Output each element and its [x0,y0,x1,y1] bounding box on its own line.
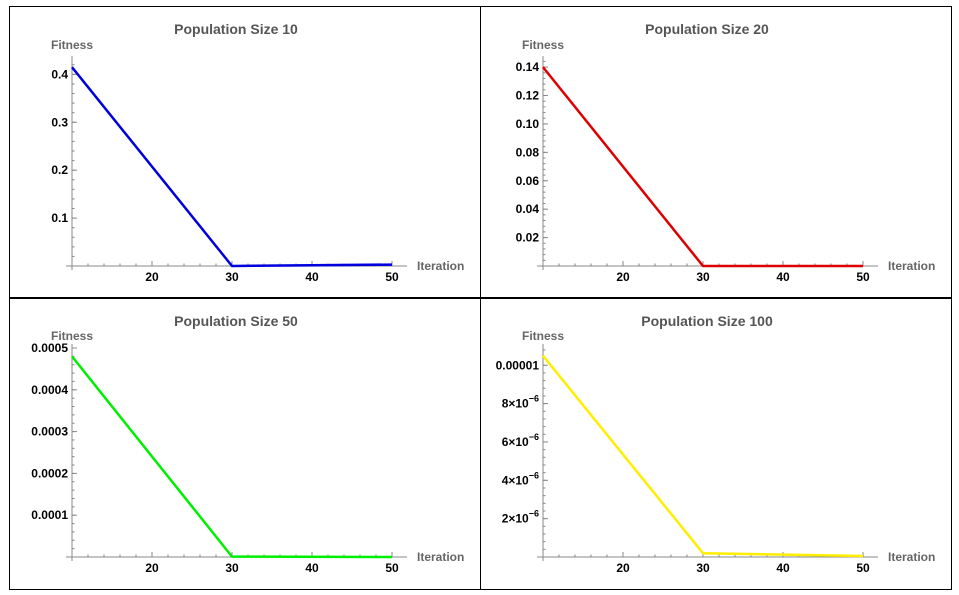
series-line [542,354,864,558]
series-line [71,66,393,268]
x-tick-label: 20 [145,561,159,575]
y-tick-label: 0.02 [516,231,540,245]
x-tick-label: 20 [616,270,630,284]
y-axis-label: Fitness [51,329,93,343]
chart-title: Population Size 10 [174,21,298,37]
y-tick-label: 0.0005 [31,341,68,355]
x-tick-label: 40 [305,270,319,284]
x-tick-label: 20 [616,561,630,575]
y-tick-label: 0.08 [516,145,540,159]
y-tick-label: 4×10−6 [502,470,539,487]
x-tick-label: 50 [856,270,870,284]
chart-title: Population Size 100 [641,313,773,329]
y-tick-label: 0.1 [51,211,68,225]
x-tick-label: 20 [145,270,159,284]
y-tick-label: 0.00001 [496,358,540,372]
y-tick-label: 0.14 [516,60,540,74]
x-axis-label: Iteration [417,259,464,273]
x-tick-label: 50 [856,561,870,575]
y-tick-label: 0.0004 [31,383,68,397]
chart-panel-1: Population Size 10 Fitness Iteration 20 30 40… [51,21,464,284]
y-axis-label: Fitness [522,329,564,343]
x-tick-label: 40 [305,561,319,575]
chart-panel-2: Population Size 20 Fitness Iteration 20 30 40… [516,21,936,284]
y-tick-label: 0.0003 [31,425,68,439]
y-tick-label: 0.0002 [31,466,68,480]
y-tick-label: 2×10−6 [502,509,539,526]
x-tick-label: 40 [776,270,790,284]
y-tick-label: 0.2 [51,163,68,177]
x-axis-label: Iteration [888,259,935,273]
x-tick-label: 30 [225,561,239,575]
chart-panel-4: Population Size 100 Fitness Iteration 20 30 4… [496,313,936,575]
y-tick-label: 0.3 [51,115,68,129]
x-axis-label: Iteration [417,550,464,564]
y-tick-label: 0.06 [516,174,540,188]
y-axis-label: Fitness [522,38,564,52]
x-tick-label: 40 [776,561,790,575]
y-tick-label: 6×10−6 [502,432,539,449]
y-tick-label: 0.10 [516,117,540,131]
series-line [542,66,863,268]
chart-panel-3: Population Size 50 Fitness Iteration 20 30 40… [31,313,464,575]
y-tick-label: 0.04 [516,202,540,216]
x-tick-label: 30 [696,270,710,284]
y-axis-label: Fitness [51,38,93,52]
series-line [71,355,393,559]
y-tick-label: 0.4 [51,67,68,81]
x-tick-label: 50 [385,270,399,284]
x-axis-label: Iteration [888,550,935,564]
x-tick-label: 50 [385,561,399,575]
chart-title: Population Size 20 [645,21,769,37]
grid-horizontal-divider [9,297,952,299]
chart-title: Population Size 50 [174,313,298,329]
y-tick-label: 8×10−6 [502,394,539,411]
x-tick-label: 30 [225,270,239,284]
x-tick-label: 30 [696,561,710,575]
y-tick-label: 0.0001 [31,508,68,522]
y-tick-label: 0.12 [516,89,540,103]
